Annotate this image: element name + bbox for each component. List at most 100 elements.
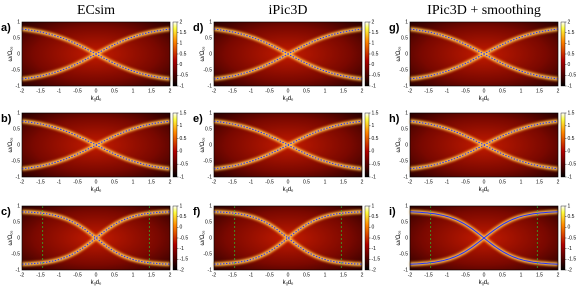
- x-label-sub2: e: [487, 281, 490, 286]
- colorbar-tick-label: -2: [372, 267, 377, 273]
- x-label-main: k: [283, 96, 287, 102]
- x-tick-label: -0.5: [73, 272, 82, 278]
- x-tick-label: 2: [169, 88, 172, 94]
- y-tick-label: 0: [405, 235, 408, 241]
- y-label-main: ω/Ω: [396, 234, 402, 245]
- colorbar-tick-label: -1: [372, 83, 377, 89]
- panel-label: d): [193, 22, 204, 34]
- x-tick-label: -0.5: [265, 179, 274, 185]
- y-tick-label: -1: [208, 267, 213, 273]
- y-tick-label: -1: [16, 267, 21, 273]
- x-tick-label: -1: [57, 88, 62, 94]
- y-label-sub: ce: [397, 137, 402, 142]
- x-axis-label: k||de: [283, 280, 294, 286]
- x-tick-label: -1: [249, 272, 254, 278]
- colorbar-tick-label: 1: [372, 41, 375, 47]
- y-tick-label: 0: [209, 235, 212, 241]
- x-tick-label: -1.5: [36, 179, 45, 185]
- colorbar-tick-label: 0: [568, 225, 571, 231]
- colorbar-tick-label: 1: [372, 123, 375, 129]
- theory-line: [21, 211, 171, 265]
- x-label-main: k: [91, 96, 95, 102]
- x-tick-label: 1: [324, 272, 327, 278]
- x-tick-label: -0.5: [461, 179, 470, 185]
- y-tick-label: -1: [208, 174, 213, 180]
- y-axis-label: ω/Ωce: [200, 46, 206, 62]
- x-label-sub: ||: [482, 188, 484, 193]
- y-tick-label: -0.5: [399, 158, 408, 164]
- colorbar-tick-label: -1: [372, 246, 377, 252]
- y-tick-label: 0: [17, 235, 20, 241]
- plot-frame: [213, 21, 363, 87]
- x-label-sub2: e: [487, 97, 490, 102]
- x-tick-label: -1: [57, 179, 62, 185]
- colorbar-tick-label: -1: [568, 83, 573, 89]
- x-tick-label: 1: [520, 179, 523, 185]
- x-tick-label: 1: [132, 179, 135, 185]
- x-label-main2: d: [288, 280, 291, 286]
- colorbar-tick-label: 2: [568, 19, 571, 25]
- colorbar-tick-label: -0.5: [568, 73, 577, 79]
- colorbar-tick-label: -0.5: [568, 162, 577, 168]
- x-tick-label: 0.5: [499, 88, 506, 94]
- colorbar-tick-label: 0: [372, 149, 375, 155]
- colorbar-tick-label: -1: [180, 174, 185, 180]
- y-tick-label: -0.5: [399, 251, 408, 257]
- colorbar-tick-label: -0.5: [372, 162, 381, 168]
- x-label-main: k: [479, 96, 483, 102]
- panel-label: c): [1, 206, 11, 218]
- y-label-sub: ce: [201, 137, 206, 142]
- y-tick-label: 1: [17, 203, 20, 209]
- x-tick-label: 0.5: [499, 272, 506, 278]
- plot-frame: [21, 205, 171, 271]
- x-axis-label: k||de: [91, 280, 102, 286]
- x-label-sub2: e: [487, 188, 490, 193]
- column-title: IPic3D + smoothing: [427, 3, 541, 18]
- x-tick-label: -2: [212, 179, 217, 185]
- panel-label: e): [193, 113, 203, 125]
- colorbar: [172, 205, 178, 271]
- x-tick-label: 0: [95, 179, 98, 185]
- colorbar-tick-label: -0.5: [372, 73, 381, 79]
- x-label-main: k: [479, 280, 483, 286]
- plot-frame: [213, 112, 363, 178]
- x-label-sub: ||: [94, 188, 96, 193]
- panel-label: b): [1, 113, 12, 125]
- colorbar-tick-label: -2: [180, 267, 185, 273]
- colorbar-tick-label: -0.5: [180, 235, 189, 241]
- colorbar-tick-label: -2: [568, 267, 573, 273]
- colorbar-tick-label: 0: [180, 62, 183, 68]
- colorbar-tick-label: 1.5: [568, 30, 575, 36]
- x-tick-label: -0.5: [265, 272, 274, 278]
- x-tick-label: 0.5: [303, 88, 310, 94]
- x-tick-label: 1.5: [340, 88, 347, 94]
- colorbar: [364, 21, 370, 87]
- x-tick-label: -0.5: [265, 88, 274, 94]
- y-tick-label: 0.5: [401, 219, 408, 225]
- x-tick-label: 2: [169, 272, 172, 278]
- panel-label: a): [1, 22, 11, 34]
- colorbar-tick-label: -0.5: [372, 235, 381, 241]
- panel-label: h): [389, 113, 400, 125]
- x-label-main2: d: [484, 280, 487, 286]
- y-tick-label: 1: [405, 19, 408, 25]
- x-label-main: k: [91, 187, 95, 193]
- x-tick-label: 1.5: [536, 272, 543, 278]
- colorbar-tick-label: -1: [372, 174, 377, 180]
- colorbar-tick-label: 1.5: [180, 30, 187, 36]
- colorbar-tick-label: -1: [180, 83, 185, 89]
- x-tick-label: -2: [212, 272, 217, 278]
- x-tick-label: 2: [169, 179, 172, 185]
- y-axis-label: ω/Ωce: [200, 137, 206, 153]
- y-tick-label: 0.5: [205, 35, 212, 41]
- x-tick-label: 1: [132, 88, 135, 94]
- x-tick-label: -1: [249, 179, 254, 185]
- y-tick-label: -0.5: [11, 251, 20, 257]
- x-tick-label: 0: [287, 179, 290, 185]
- theory-line: [409, 120, 559, 170]
- colorbar: [560, 205, 566, 271]
- colorbar-tick-label: 0: [180, 225, 183, 231]
- x-tick-label: 1: [324, 88, 327, 94]
- colorbar-tick-label: 2: [372, 19, 375, 25]
